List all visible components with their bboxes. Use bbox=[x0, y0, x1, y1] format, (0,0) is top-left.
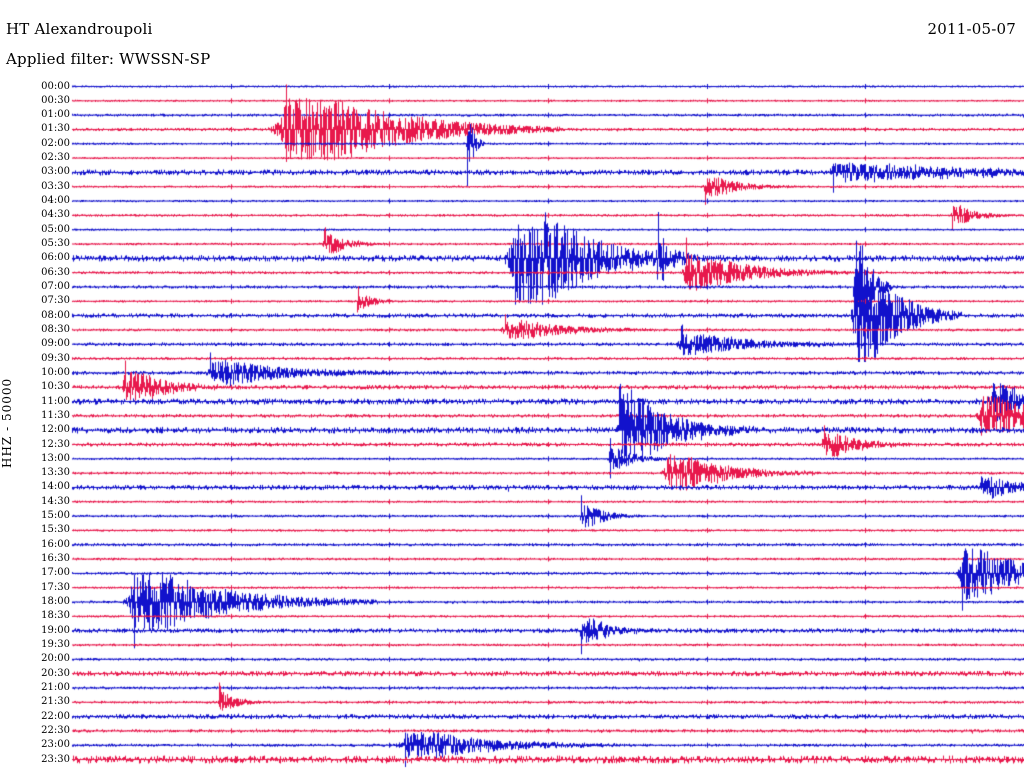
time-tick-label: 14:30 bbox=[41, 495, 70, 507]
time-tick-label: 04:30 bbox=[41, 209, 70, 221]
time-tick-label: 02:00 bbox=[41, 137, 70, 149]
time-tick-label: 09:30 bbox=[41, 352, 70, 364]
time-tick-label: 23:00 bbox=[41, 739, 70, 751]
time-tick-label: 20:00 bbox=[41, 653, 70, 665]
time-tick-label: 17:30 bbox=[41, 581, 70, 593]
time-tick-label: 19:00 bbox=[41, 624, 70, 636]
time-tick-label: 10:00 bbox=[41, 366, 70, 378]
time-tick-label: 19:30 bbox=[41, 638, 70, 650]
time-tick-label: 03:30 bbox=[41, 180, 70, 192]
time-tick-label: 00:00 bbox=[41, 80, 70, 92]
time-tick-label: 05:00 bbox=[41, 223, 70, 235]
record-date-label: 2011-05-07 bbox=[927, 20, 1016, 38]
time-tick-label: 23:30 bbox=[41, 753, 70, 765]
time-tick-label: 11:00 bbox=[41, 395, 70, 407]
time-tick-label: 01:30 bbox=[41, 123, 70, 135]
time-tick-label: 18:00 bbox=[41, 596, 70, 608]
time-tick-label: 12:30 bbox=[41, 438, 70, 450]
time-tick-label: 05:30 bbox=[41, 238, 70, 250]
time-tick-label: 14:00 bbox=[41, 481, 70, 493]
time-tick-label: 07:30 bbox=[41, 295, 70, 307]
time-tick-label: 17:00 bbox=[41, 567, 70, 579]
time-tick-label: 15:00 bbox=[41, 510, 70, 522]
time-tick-label: 20:30 bbox=[41, 667, 70, 679]
time-tick-label: 03:00 bbox=[41, 166, 70, 178]
time-tick-label: 21:30 bbox=[41, 696, 70, 708]
page-title: HT Alexandroupoli bbox=[6, 20, 153, 38]
time-tick-label: 01:00 bbox=[41, 109, 70, 121]
time-axis-labels: 00:00 00:30 01:00 01:30 02:00 02:30 03:00 03:30… bbox=[0, 0, 70, 780]
time-tick-label: 10:30 bbox=[41, 381, 70, 393]
time-tick-label: 08:00 bbox=[41, 309, 70, 321]
time-tick-label: 00:30 bbox=[41, 94, 70, 106]
time-tick-label: 12:00 bbox=[41, 424, 70, 436]
time-tick-label: 22:30 bbox=[41, 724, 70, 736]
time-tick-label: 09:00 bbox=[41, 338, 70, 350]
time-tick-label: 16:00 bbox=[41, 538, 70, 550]
time-tick-label: 02:30 bbox=[41, 152, 70, 164]
time-tick-label: 21:00 bbox=[41, 681, 70, 693]
time-tick-label: 07:00 bbox=[41, 280, 70, 292]
time-tick-label: 08:30 bbox=[41, 323, 70, 335]
time-tick-label: 13:30 bbox=[41, 467, 70, 479]
time-tick-label: 13:00 bbox=[41, 452, 70, 464]
time-tick-label: 04:00 bbox=[41, 195, 70, 207]
time-tick-label: 16:30 bbox=[41, 553, 70, 565]
time-tick-label: 22:00 bbox=[41, 710, 70, 722]
time-tick-label: 11:30 bbox=[41, 409, 70, 421]
time-tick-label: 06:00 bbox=[41, 252, 70, 264]
applied-filter-label: Applied filter: WWSSN-SP bbox=[6, 50, 211, 68]
time-tick-label: 06:30 bbox=[41, 266, 70, 278]
time-tick-label: 15:30 bbox=[41, 524, 70, 536]
time-tick-label: 18:30 bbox=[41, 610, 70, 622]
